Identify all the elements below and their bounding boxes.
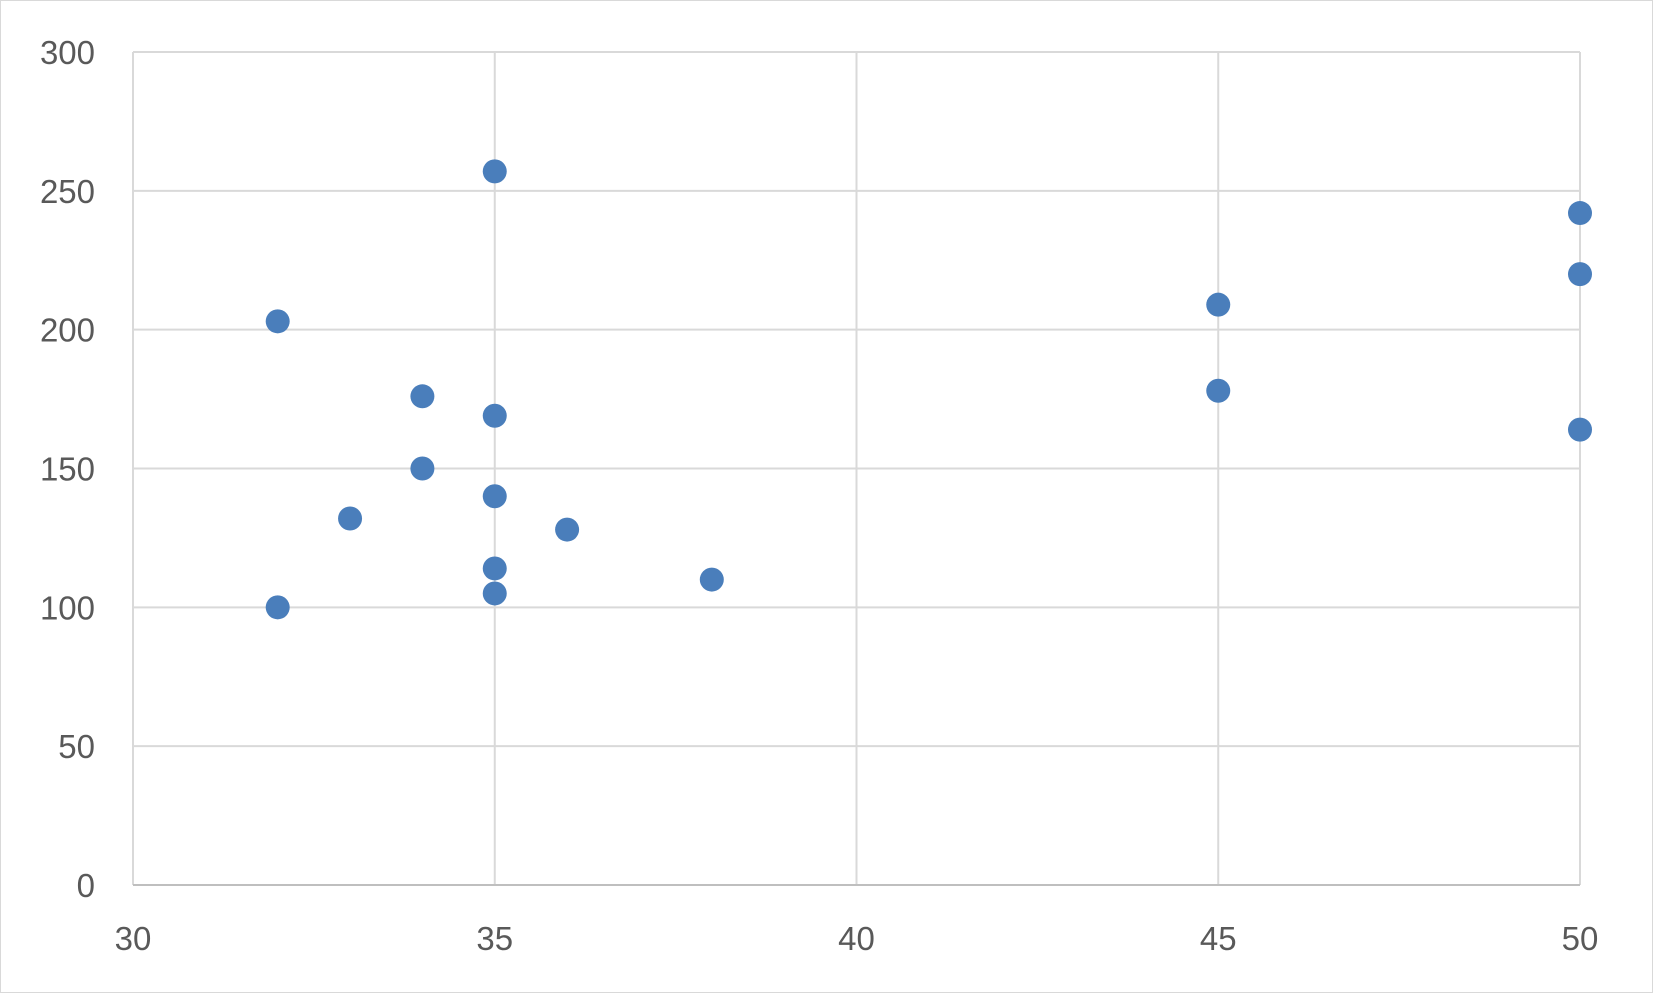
y-tick-label: 250 <box>40 173 95 210</box>
data-point <box>265 595 290 620</box>
data-point <box>338 506 363 531</box>
data-point <box>482 403 507 428</box>
gridlines <box>132 51 1581 885</box>
data-point <box>1568 262 1592 287</box>
x-tick-label: 50 <box>1562 920 1599 957</box>
y-tick-label: 300 <box>40 34 95 71</box>
data-point <box>1568 417 1592 442</box>
data-point <box>265 309 290 334</box>
data-point <box>482 159 507 184</box>
data-point <box>482 556 507 581</box>
y-tick-label: 200 <box>40 312 95 349</box>
data-point <box>410 456 435 481</box>
x-tick-label: 30 <box>115 920 152 957</box>
y-tick-label: 0 <box>77 867 95 904</box>
data-point <box>1206 378 1231 403</box>
x-axis-tick-labels: 30 35 40 45 50 <box>115 920 1599 957</box>
data-point <box>699 567 724 592</box>
data-point <box>410 384 435 409</box>
y-tick-label: 100 <box>40 589 95 626</box>
data-point <box>555 517 580 542</box>
y-tick-label: 150 <box>40 451 95 488</box>
y-tick-label: 50 <box>58 728 95 765</box>
data-point <box>482 484 507 509</box>
data-point <box>482 581 507 606</box>
x-tick-label: 45 <box>1200 920 1237 957</box>
x-tick-label: 40 <box>838 920 875 957</box>
x-tick-label: 35 <box>476 920 513 957</box>
data-point <box>1206 292 1231 317</box>
y-axis-tick-labels: 0 50 100 150 200 250 300 <box>40 34 95 904</box>
data-points <box>265 159 1592 620</box>
data-point <box>1568 201 1592 226</box>
